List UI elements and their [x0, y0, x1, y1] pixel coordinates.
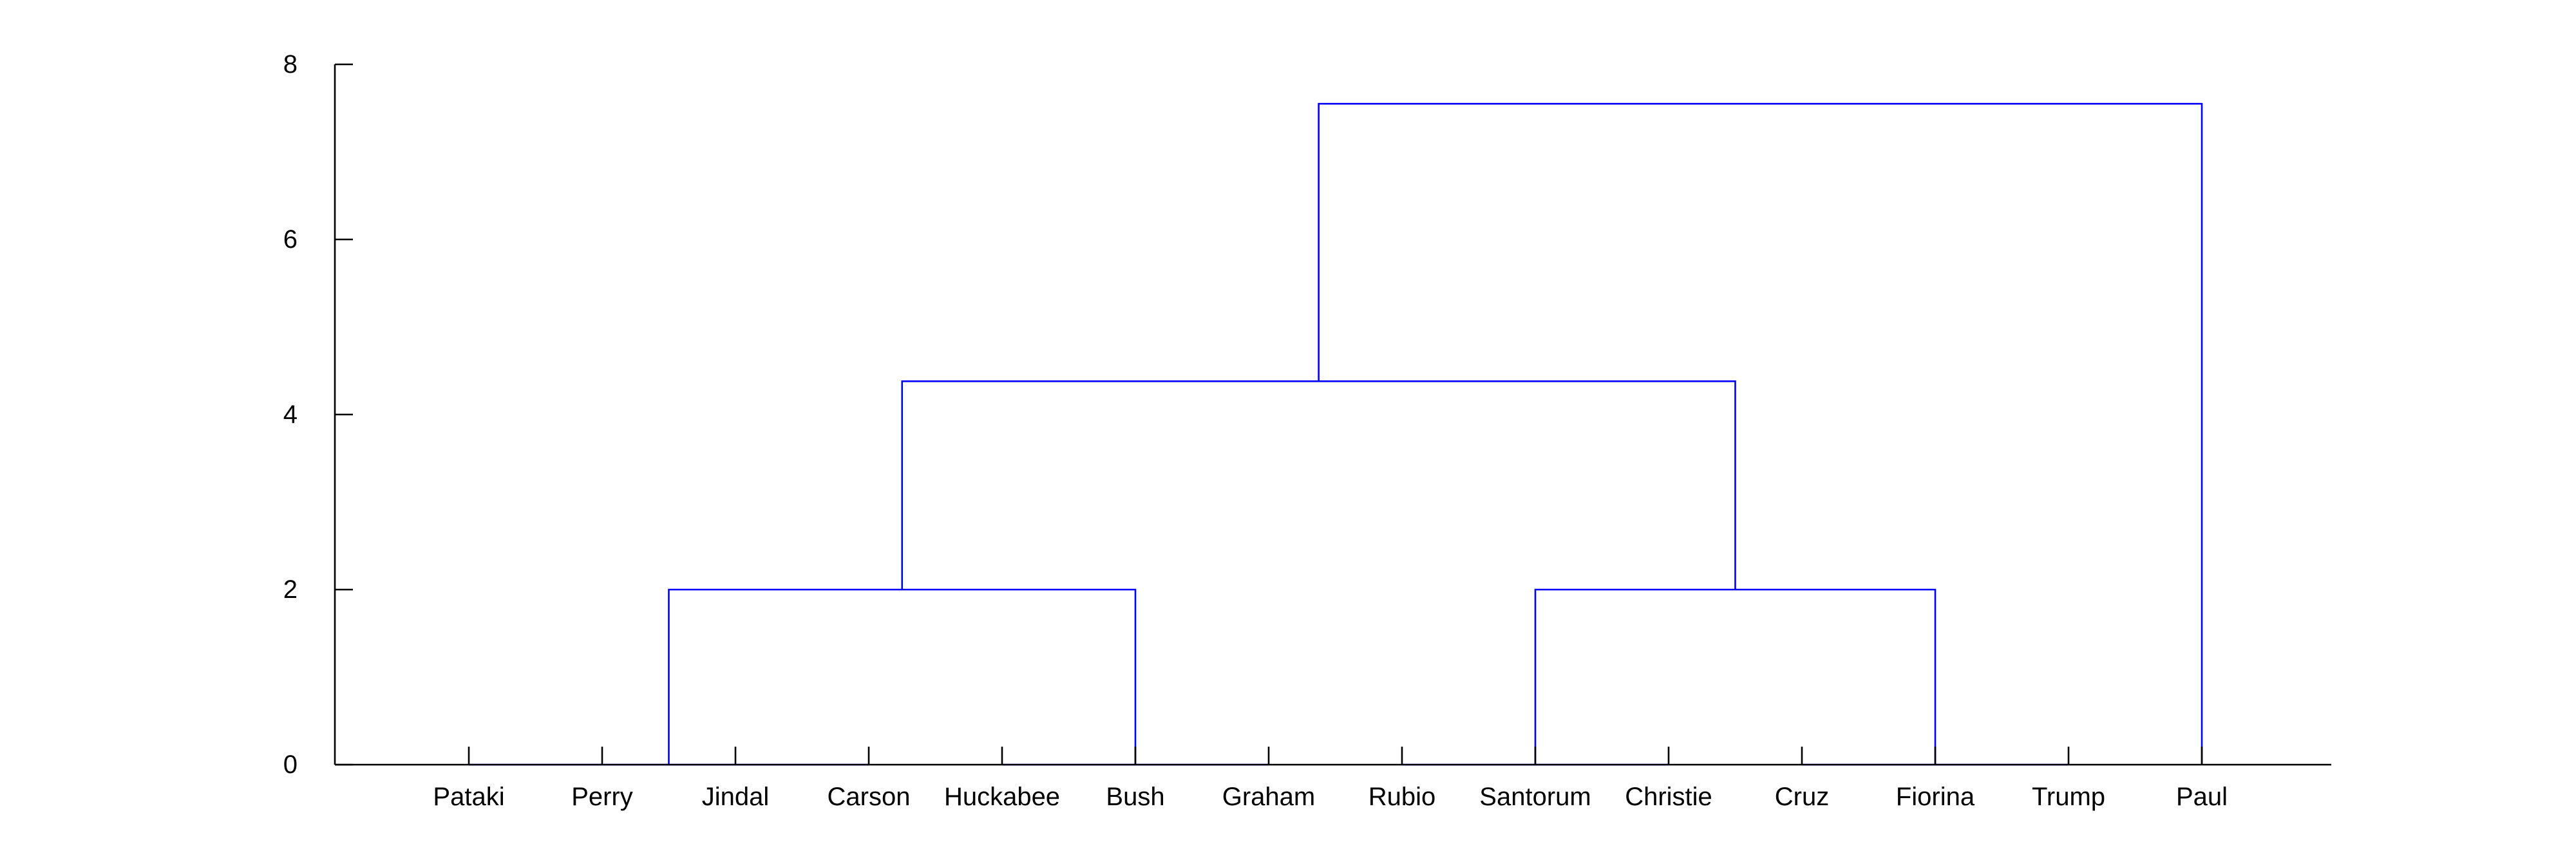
leaf-label: Graham	[1222, 783, 1316, 811]
leaf-label: Christie	[1625, 783, 1712, 811]
leaf-label: Huckabee	[944, 783, 1060, 811]
dendrogram-link	[901, 380, 1736, 590]
leaf-label: Trump	[2032, 783, 2105, 811]
leaf-label: Santorum	[1479, 783, 1591, 811]
leaf-label: Rubio	[1368, 783, 1436, 811]
dendrogram-link	[668, 588, 1137, 765]
tick-labels: 0 2 4 6 8 Pataki Perry Jindal Carson Huckabee Bush…	[283, 50, 2228, 811]
leaf-label: Bush	[1106, 783, 1164, 811]
leaf-label: Pataki	[433, 783, 504, 811]
y-tick-label: 6	[283, 225, 298, 254]
leaf-label: Fiorina	[1896, 783, 1975, 811]
y-tick-label: 2	[283, 575, 298, 604]
y-tick-label: 0	[283, 751, 298, 779]
axes	[334, 63, 2331, 766]
y-tick-label: 8	[283, 50, 298, 79]
leaf-label: Perry	[571, 783, 633, 811]
dendrogram-link	[1534, 588, 1937, 765]
leaf-label: Cruz	[1775, 783, 1829, 811]
leaf-label: Jindal	[702, 783, 770, 811]
leaf-label: Paul	[2176, 783, 2228, 811]
y-tick-label: 4	[283, 400, 298, 429]
dendrogram-links	[469, 102, 2203, 766]
dendrogram-link	[1318, 102, 2203, 765]
leaf-label: Carson	[828, 783, 911, 811]
